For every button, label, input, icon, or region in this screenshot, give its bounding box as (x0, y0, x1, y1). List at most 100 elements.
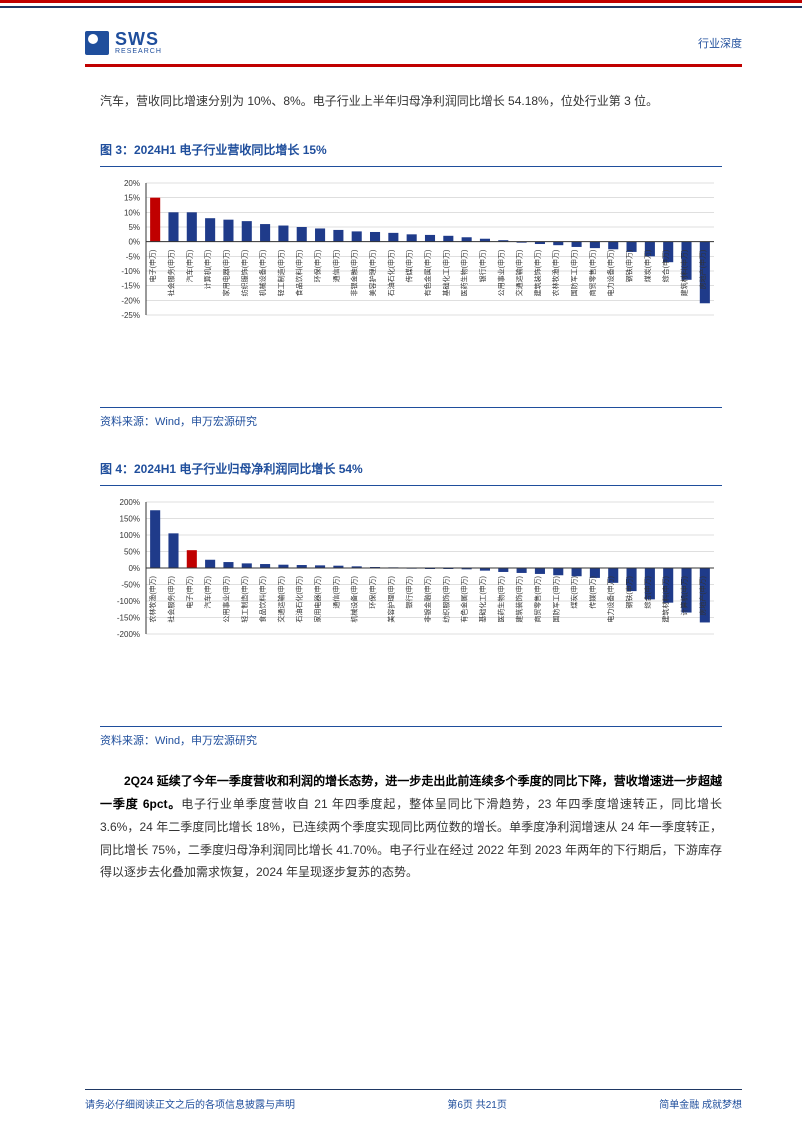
footer-left: 请务必仔细阅读正文之后的各项信息披露与声明 (85, 1096, 295, 1111)
svg-text:钢铁(申万): 钢铁(申万) (625, 249, 634, 282)
svg-text:纺织服饰(申万): 纺织服饰(申万) (240, 249, 249, 296)
svg-text:传媒(申万): 传媒(申万) (588, 576, 597, 609)
svg-text:社会服务(申万): 社会服务(申万) (166, 249, 175, 296)
svg-text:机械设备(申万): 机械设备(申万) (350, 576, 359, 623)
svg-text:环保(申万): 环保(申万) (368, 576, 377, 609)
svg-text:-15%: -15% (121, 281, 140, 290)
svg-text:15%: 15% (124, 193, 140, 202)
svg-text:美容护理(申万): 美容护理(申万) (368, 249, 377, 296)
svg-text:传媒(申万): 传媒(申万) (405, 249, 414, 282)
svg-text:20%: 20% (124, 179, 140, 188)
svg-text:200%: 200% (120, 498, 140, 507)
svg-text:建筑装饰(申万): 建筑装饰(申万) (533, 249, 542, 296)
svg-text:汽车(申万): 汽车(申万) (203, 576, 212, 609)
page-header: SWS RESEARCH 行业深度 (85, 30, 742, 55)
footer-center: 第6页 共21页 (447, 1096, 506, 1111)
header-category: 行业深度 (698, 35, 742, 51)
svg-text:建筑材料(申万): 建筑材料(申万) (680, 249, 689, 296)
svg-text:基础化工(申万): 基础化工(申万) (478, 576, 487, 623)
top-red-line (0, 0, 802, 3)
svg-text:公用事业(申万): 公用事业(申万) (496, 249, 505, 296)
top-accent-lines (0, 0, 802, 8)
intro-paragraph: 汽车，营收同比增速分别为 10%、8%。电子行业上半年归母净利润同比增长 54.… (100, 90, 722, 113)
chart4-source: 资料来源：Wind，申万宏源研究 (100, 726, 722, 752)
svg-text:100%: 100% (120, 531, 140, 540)
svg-text:石油石化(申万): 石油石化(申万) (295, 576, 304, 623)
svg-text:煤炭(申万): 煤炭(申万) (643, 249, 652, 282)
top-navy-line (0, 6, 802, 8)
svg-text:家用电器(申万): 家用电器(申万) (221, 249, 230, 296)
svg-text:房地产(申万): 房地产(申万) (698, 249, 707, 289)
svg-text:建筑装饰(申万): 建筑装饰(申万) (515, 576, 524, 623)
svg-text:建筑材料(申万): 建筑材料(申万) (661, 576, 670, 623)
logo-mark-icon (85, 31, 109, 55)
svg-text:环保(申万): 环保(申万) (313, 249, 322, 282)
svg-text:-100%: -100% (117, 597, 140, 606)
svg-text:机械设备(申万): 机械设备(申万) (258, 249, 267, 296)
svg-text:通信(申万): 通信(申万) (331, 249, 340, 282)
svg-text:农林牧渔(申万): 农林牧渔(申万) (148, 576, 157, 623)
svg-text:基础化工(申万): 基础化工(申万) (441, 249, 450, 296)
svg-text:公用事业(申万): 公用事业(申万) (221, 576, 230, 623)
svg-text:家用电器(申万): 家用电器(申万) (313, 576, 322, 623)
svg-text:5%: 5% (128, 223, 140, 232)
svg-text:计算机(申万): 计算机(申万) (680, 576, 689, 616)
svg-text:-5%: -5% (126, 252, 140, 261)
svg-text:电力设备(申万): 电力设备(申万) (606, 576, 615, 623)
svg-text:商贸零售(申万): 商贸零售(申万) (533, 576, 542, 623)
svg-text:煤炭(申万): 煤炭(申万) (570, 576, 579, 609)
svg-text:医药生物(申万): 医药生物(申万) (460, 249, 469, 296)
closing-rest: 电子行业单季度营收自 21 年四季度起，整体呈同比下滑趋势，23 年四季度增速转… (100, 797, 722, 879)
page-footer: 请务必仔细阅读正文之后的各项信息披露与声明 第6页 共21页 简单金融 成就梦想 (85, 1089, 742, 1111)
svg-text:电力设备(申万): 电力设备(申万) (606, 249, 615, 296)
svg-text:-150%: -150% (117, 614, 140, 623)
logo-text-block: SWS RESEARCH (115, 30, 162, 55)
svg-text:轻工制造(申万): 轻工制造(申万) (240, 576, 249, 623)
svg-text:有色金属(申万): 有色金属(申万) (423, 249, 432, 296)
header-red-rule (85, 64, 742, 67)
svg-text:房地产(申万): 房地产(申万) (698, 576, 707, 616)
svg-text:-25%: -25% (121, 311, 140, 320)
svg-text:银行(申万): 银行(申万) (405, 576, 414, 609)
svg-text:电子(申万): 电子(申万) (185, 576, 194, 609)
svg-text:综合(申万): 综合(申万) (661, 249, 670, 282)
svg-text:银行(申万): 银行(申万) (478, 249, 487, 282)
svg-text:纺织服饰(申万): 纺织服饰(申万) (441, 576, 450, 623)
chart4-canvas: -200%-150%-100%-50%0%50%100%150%200%农林牧渔… (100, 490, 722, 722)
svg-text:综合(申万): 综合(申万) (643, 576, 652, 609)
svg-text:医药生物(申万): 医药生物(申万) (496, 576, 505, 623)
svg-text:-20%: -20% (121, 296, 140, 305)
svg-text:石油石化(申万): 石油石化(申万) (386, 249, 395, 296)
svg-text:非银金融(申万): 非银金融(申万) (423, 576, 432, 623)
svg-text:150%: 150% (120, 515, 140, 524)
svg-text:有色金属(申万): 有色金属(申万) (460, 576, 469, 623)
svg-text:非银金融(申万): 非银金融(申万) (350, 249, 359, 296)
svg-text:农林牧渔(申万): 农林牧渔(申万) (551, 249, 560, 296)
svg-text:电子(申万): 电子(申万) (148, 249, 157, 282)
svg-text:国防军工(申万): 国防军工(申万) (570, 249, 579, 296)
svg-text:-10%: -10% (121, 267, 140, 276)
svg-text:通信(申万): 通信(申万) (331, 576, 340, 609)
logo-subtitle: RESEARCH (115, 48, 162, 55)
svg-text:计算机(申万): 计算机(申万) (203, 249, 212, 289)
chart4-title: 图 4：2024H1 电子行业归母净利润同比增长 54% (100, 458, 722, 486)
svg-text:国防军工(申万): 国防军工(申万) (551, 576, 560, 623)
svg-text:0%: 0% (128, 564, 140, 573)
logo: SWS RESEARCH (85, 30, 162, 55)
svg-text:交通运输(申万): 交通运输(申万) (276, 576, 285, 623)
chart3-source: 资料来源：Wind，申万宏源研究 (100, 407, 722, 433)
svg-text:钢铁(申万): 钢铁(申万) (625, 576, 634, 609)
svg-text:食品饮料(申万): 食品饮料(申万) (295, 249, 304, 296)
closing-paragraph: 2Q24 延续了今年一季度营收和利润的增长态势，进一步走出此前连续多个季度的同比… (100, 770, 722, 884)
svg-text:0%: 0% (128, 237, 140, 246)
svg-text:交通运输(申万): 交通运输(申万) (515, 249, 524, 296)
svg-text:美容护理(申万): 美容护理(申万) (386, 576, 395, 623)
chart3-canvas: -25%-20%-15%-10%-5%0%5%10%15%20%电子(申万)社会… (100, 171, 722, 403)
footer-right: 简单金融 成就梦想 (659, 1096, 742, 1111)
svg-text:轻工制造(申万): 轻工制造(申万) (276, 249, 285, 296)
svg-text:汽车(申万): 汽车(申万) (185, 249, 194, 282)
svg-text:社会服务(申万): 社会服务(申万) (166, 576, 175, 623)
svg-text:-200%: -200% (117, 630, 140, 639)
logo-brand: SWS (115, 30, 162, 48)
svg-text:食品饮料(申万): 食品饮料(申万) (258, 576, 267, 623)
